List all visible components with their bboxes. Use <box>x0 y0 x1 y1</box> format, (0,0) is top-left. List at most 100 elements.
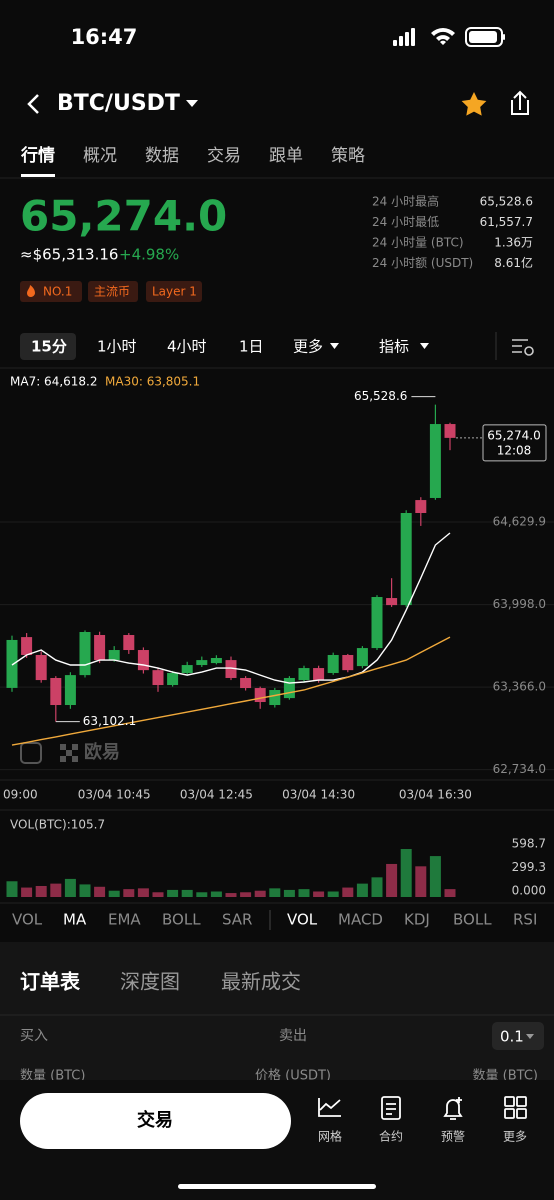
timeframe[interactable]: 指标 <box>379 338 409 356</box>
bottom-icons <box>318 1096 527 1120</box>
candle-body <box>108 650 120 661</box>
candle-body <box>94 635 106 661</box>
volume-bar <box>64 878 76 897</box>
volume-bar <box>283 889 295 897</box>
candle-body <box>269 689 281 706</box>
stat-value: 1.36万 <box>494 236 533 250</box>
chart-settings[interactable] <box>512 339 534 356</box>
watermark-logo <box>20 742 78 764</box>
candle-body <box>313 668 325 681</box>
precision-value[interactable]: 0.1 <box>500 1028 524 1046</box>
tab[interactable]: 策略 <box>331 146 365 166</box>
indicator-tab[interactable]: VOL <box>287 911 318 929</box>
timeframe[interactable]: 4小时 <box>167 338 207 356</box>
stat-value: 61,557.7 <box>480 215 533 229</box>
y-tick-label: 62,734.0 <box>493 762 546 776</box>
action-label[interactable]: 合约 <box>379 1129 403 1144</box>
column-header: 数量 (BTC) <box>473 1069 538 1084</box>
tab[interactable]: 数据 <box>145 146 179 166</box>
order-book-tab[interactable]: 深度图 <box>120 970 180 994</box>
tag: Layer 1 <box>152 285 197 299</box>
order-book-tab[interactable]: 订单表 <box>20 970 81 994</box>
candle-body <box>254 688 266 703</box>
volume-bar <box>21 887 33 897</box>
candle-body <box>356 648 368 667</box>
tab-underline <box>21 174 55 177</box>
order-book-tab[interactable]: 最新成交 <box>221 970 301 994</box>
indicator-tab[interactable]: VOL <box>12 911 43 929</box>
candle-body <box>444 424 456 438</box>
indicator-tab[interactable]: KDJ <box>404 911 430 929</box>
candle-body <box>327 654 339 674</box>
candle-body <box>342 654 354 671</box>
column-header: 价格 (USDT) <box>255 1068 331 1084</box>
candle-body <box>196 660 208 666</box>
approx-price: ≈$65,313.16 <box>20 246 118 264</box>
volume-bar <box>400 849 412 897</box>
back-button[interactable] <box>27 94 39 114</box>
volume-bar <box>269 888 281 897</box>
pair-title[interactable]: BTC/USDT <box>57 91 180 116</box>
y-tick-label: 63,366.0 <box>493 680 546 694</box>
volume-tick-label: 299.3 <box>512 860 546 874</box>
timeframe[interactable]: 15分 <box>31 338 67 356</box>
fire-icon <box>27 285 35 297</box>
pair-dropdown[interactable] <box>186 100 198 107</box>
volume-bar <box>298 889 310 897</box>
volume-bar <box>137 888 149 897</box>
candle-body <box>21 637 33 655</box>
indicator-tab[interactable]: RSI <box>513 911 537 929</box>
tab[interactable]: 行情 <box>20 145 55 166</box>
stat-label: 24 小时额 (USDT) <box>372 256 473 270</box>
volume-bar <box>356 883 368 897</box>
y-tick-label: 63,998.0 <box>493 597 546 611</box>
max-label: 65,528.6 <box>354 389 407 403</box>
tag-bg <box>20 281 82 302</box>
volume-tick-label: 0.000 <box>512 884 546 898</box>
min-label: 63,102.1 <box>83 714 136 728</box>
indicator-tab[interactable]: SAR <box>222 911 252 929</box>
timeframe[interactable]: 1日 <box>239 338 264 356</box>
candle-body <box>152 670 164 686</box>
precision-select[interactable] <box>492 1022 544 1050</box>
countdown: 12:08 <box>497 443 532 457</box>
tab[interactable]: 概况 <box>83 146 117 166</box>
last-price-label: 65,274.0 <box>487 428 540 442</box>
volume-bar <box>123 889 135 897</box>
indicator-tab[interactable]: EMA <box>108 911 141 929</box>
ma-line <box>11 636 451 746</box>
trade-button-label[interactable]: 交易 <box>137 1109 173 1131</box>
volume-bar <box>79 884 91 897</box>
timeframe[interactable]: 更多 <box>293 338 323 356</box>
column-header: 数量 (BTC) <box>20 1069 85 1084</box>
ma-legend: MA30: 63,805.1 <box>105 375 200 389</box>
indicator-tab[interactable]: MACD <box>338 911 383 929</box>
action-label[interactable]: 更多 <box>503 1130 527 1144</box>
home-indicator <box>178 1184 376 1189</box>
order-book-panel <box>0 942 554 1082</box>
stat-label: 24 小时最高 <box>372 194 439 209</box>
tab[interactable]: 交易 <box>207 146 241 166</box>
indicator-tab[interactable]: BOLL <box>453 911 492 929</box>
buy-label: 买入 <box>20 1028 48 1044</box>
candle-body <box>50 677 62 706</box>
trade-button[interactable] <box>20 1093 291 1149</box>
volume-bar <box>50 883 62 897</box>
action-label[interactable]: 网格 <box>318 1129 342 1144</box>
favorite-star[interactable] <box>461 92 487 116</box>
share-button[interactable] <box>511 90 529 115</box>
candle-body <box>6 639 18 688</box>
tab[interactable]: 跟单 <box>269 146 303 166</box>
timeframe-selected <box>20 333 76 360</box>
precision-arrow <box>526 1034 534 1039</box>
indicator-tab[interactable]: BOLL <box>162 911 201 929</box>
action-label[interactable]: 预警 <box>441 1129 465 1144</box>
indicator-tab[interactable]: MA <box>63 911 87 929</box>
tag-bg <box>146 281 202 302</box>
timeframe[interactable]: 1小时 <box>97 338 137 356</box>
volume-bar <box>210 891 222 897</box>
volume-bar <box>167 889 179 897</box>
volume-tick-label: 598.7 <box>512 836 546 850</box>
volume-bar <box>225 893 237 897</box>
